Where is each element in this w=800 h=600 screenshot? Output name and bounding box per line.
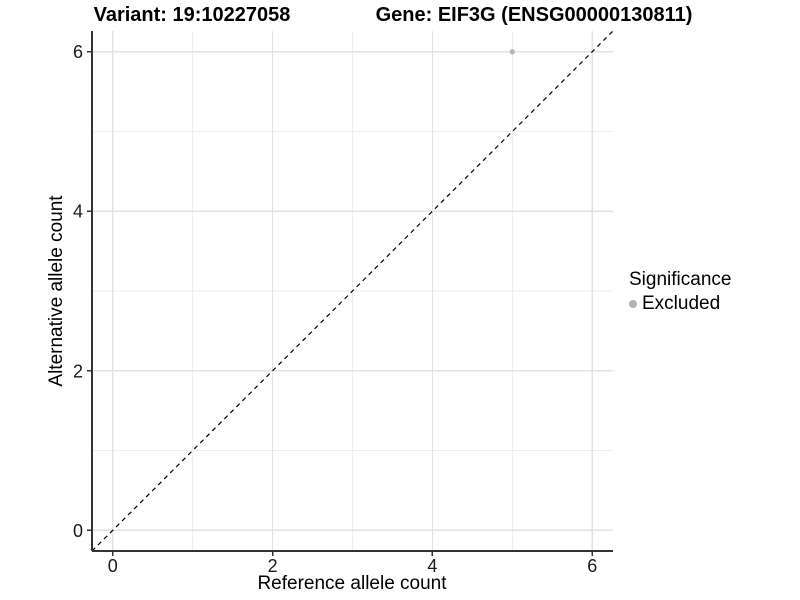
legend-item-label: Excluded — [642, 293, 721, 314]
y-tick-label: 6 — [73, 42, 83, 62]
legend-point-icon — [629, 300, 637, 308]
y-tick-label: 2 — [73, 361, 83, 381]
x-tick-label: 6 — [587, 556, 597, 576]
data-point — [509, 49, 515, 55]
y-tick-label: 0 — [73, 521, 83, 541]
legend-item-excluded: Excluded — [629, 293, 731, 315]
x-tick-label: 4 — [427, 556, 437, 576]
x-tick-label: 2 — [268, 556, 278, 576]
variant-title: Variant: 19:10227058 — [93, 4, 291, 26]
x-tick-label: 0 — [108, 556, 118, 576]
y-axis-title: Alternative allele count — [46, 195, 67, 387]
y-tick-label: 4 — [73, 202, 83, 222]
identity-dashed-line — [91, 30, 614, 552]
legend: Significance Excluded — [629, 268, 731, 315]
gene-title: Gene: EIF3G (ENSG00000130811) — [375, 4, 693, 26]
x-axis-title: Reference allele count — [257, 573, 447, 594]
legend-title: Significance — [629, 269, 732, 290]
